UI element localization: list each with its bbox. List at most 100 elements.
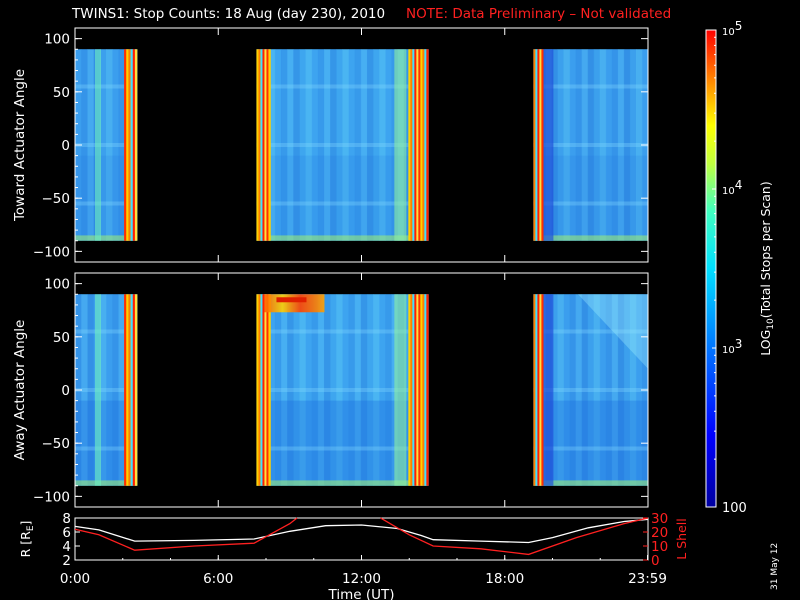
away-segment-hband (533, 329, 648, 334)
toward-hot-left-edge (266, 49, 269, 241)
away-segment-stripe (274, 294, 282, 486)
away-segment-stripe (575, 294, 583, 486)
away-hot-left-edge (264, 294, 267, 486)
toward-segment-hband (256, 84, 429, 89)
away-hot-right-edge (132, 294, 136, 486)
away-segment-stripe (311, 294, 319, 486)
colorbar-label-main: LOG (758, 330, 773, 356)
away-ytick-label: −50 (42, 436, 71, 452)
toward-segment-hband (256, 143, 429, 147)
away-ylabel: Away Actuator Angle (12, 320, 28, 461)
away-segment-stripe (87, 294, 95, 486)
orbit-frame (74, 517, 649, 561)
toward-segment-stripe (593, 49, 601, 241)
away-segment-edge (75, 480, 138, 486)
away-data-segment (256, 294, 429, 486)
toward-segment-stripe (623, 49, 631, 241)
toward-segment-stripe (268, 49, 276, 241)
away-hot-right-edge (124, 294, 127, 486)
toward-hot-right-edge (412, 49, 415, 241)
away-hot-right-edge (418, 294, 421, 486)
toward-segment-stripe (342, 49, 350, 241)
away-segment-stripe (81, 294, 88, 486)
toward-hot-left-edge (537, 49, 540, 241)
orbit-ytick-left-label: 8 (62, 511, 71, 527)
colorbar-tick-base: 100 (722, 501, 747, 516)
toward-dark-column (543, 49, 554, 241)
toward-segment-stripe (323, 49, 331, 241)
away-segment-stripe (385, 294, 393, 486)
away-segment-stripe (354, 294, 362, 486)
colorbar-tick-exp: 5 (735, 19, 743, 33)
toward-hot-right-edge (126, 49, 129, 241)
orbit-ytick-left-label: 2 (62, 553, 71, 569)
orbit-xtick-label: 6:00 (203, 571, 233, 587)
orbit-ylabel-main: R [R (18, 531, 33, 558)
toward-segment-stripe (403, 49, 411, 241)
orbit-ylabel-right: L Shell (674, 518, 689, 559)
away-segment-stripe (373, 294, 380, 486)
away-segment-stripe (342, 294, 350, 486)
away-segment-stripe (629, 294, 637, 486)
date-stamp: 31 May 12 (770, 542, 780, 590)
away-segment-stripe (403, 294, 411, 486)
toward-segment-stripe (569, 49, 577, 241)
away-segment-hband (256, 388, 429, 392)
toward-data-segment (256, 49, 429, 241)
away-ytick-label: −100 (33, 489, 70, 505)
away-segment-stripe (623, 294, 631, 486)
toward-hot-left-edge (539, 49, 542, 241)
toward-segment-stripe (281, 49, 288, 241)
away-segment-hband (75, 388, 138, 392)
away-hot-right-edge (420, 294, 423, 486)
toward-segment-hband (75, 201, 138, 206)
away-ytick-label: 100 (44, 277, 70, 293)
away-segment-stripe (299, 294, 307, 486)
away-hot-left-edge (537, 294, 540, 486)
toward-ylabel: Toward Actuator Angle (12, 69, 28, 222)
toward-hot-right-edge (124, 49, 127, 241)
away-segment-stripe (557, 294, 565, 486)
away-hot-right-edge (422, 294, 425, 486)
toward-segment-stripe (99, 49, 107, 241)
orbit-ytick-left-label: 6 (62, 525, 71, 541)
toward-ytick-label: 50 (53, 85, 70, 101)
toward-segment-stripe (617, 49, 625, 241)
away-hot-right-edge (414, 294, 417, 486)
away-hot-left-edge (266, 294, 269, 486)
toward-segment-hband (75, 143, 138, 147)
lshell-line (74, 517, 298, 551)
toward-hot-right-edge (410, 49, 413, 241)
away-segment-stripe (99, 294, 107, 486)
toward-segment-stripe (575, 49, 583, 241)
toward-segment-stripe (118, 49, 126, 241)
toward-data-segment (75, 49, 138, 241)
toward-segment-stripe (112, 49, 119, 241)
away-ytick-label: 0 (61, 383, 70, 399)
toward-cyan-column (95, 49, 101, 241)
orbit-ytick-right-label: 20 (651, 525, 668, 541)
away-segment-stripe (587, 294, 595, 486)
away-green-column (394, 294, 407, 486)
toward-segment-stripe (274, 49, 282, 241)
away-segment-hband (533, 388, 648, 392)
away-data-segment (75, 294, 138, 486)
away-segment-stripe (360, 294, 368, 486)
toward-hot-left-edge (268, 49, 271, 241)
away-segment-hband (256, 329, 429, 334)
toward-segment-stripe (330, 49, 337, 241)
orbit-ytick-left-label: 4 (62, 539, 71, 555)
away-hot-left-edge (539, 294, 542, 486)
away-segment-hband (75, 329, 138, 334)
away-cyan-column (95, 294, 101, 486)
toward-ytick-label: 100 (44, 32, 70, 48)
toward-segment-hband (533, 201, 648, 206)
toward-segment-stripe (563, 49, 571, 241)
toward-segment-stripe (581, 49, 589, 241)
away-segment-stripe (635, 294, 643, 486)
away-hot-right-edge (424, 294, 427, 486)
toward-hot-right-edge (128, 49, 131, 241)
chart-title: TWINS1: Stop Counts: 18 Aug (day 230), 2… (72, 6, 386, 22)
away-segment-edge (256, 480, 429, 486)
